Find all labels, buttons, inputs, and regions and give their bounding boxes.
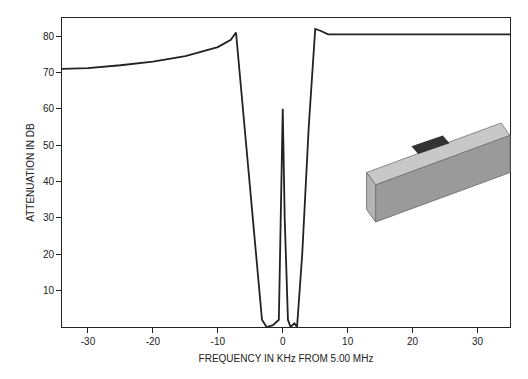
svg-text:-20: -20 <box>146 336 161 347</box>
svg-text:20: 20 <box>407 336 419 347</box>
svg-text:10: 10 <box>342 336 354 347</box>
svg-text:10: 10 <box>43 285 55 296</box>
svg-text:40: 40 <box>43 176 55 187</box>
svg-text:30: 30 <box>43 212 55 223</box>
svg-text:0: 0 <box>280 336 286 347</box>
svg-text:30: 30 <box>472 336 484 347</box>
svg-text:-30: -30 <box>81 336 96 347</box>
svg-text:50: 50 <box>43 140 55 151</box>
svg-text:FREQUENCY IN KHz FROM 5.00 MHz: FREQUENCY IN KHz FROM 5.00 MHz <box>199 353 374 364</box>
svg-text:ATTENUATION IN DB: ATTENUATION IN DB <box>25 123 36 222</box>
svg-text:70: 70 <box>43 67 55 78</box>
svg-text:60: 60 <box>43 103 55 114</box>
svg-text:20: 20 <box>43 249 55 260</box>
svg-text:80: 80 <box>43 31 55 42</box>
svg-text:-10: -10 <box>211 336 226 347</box>
